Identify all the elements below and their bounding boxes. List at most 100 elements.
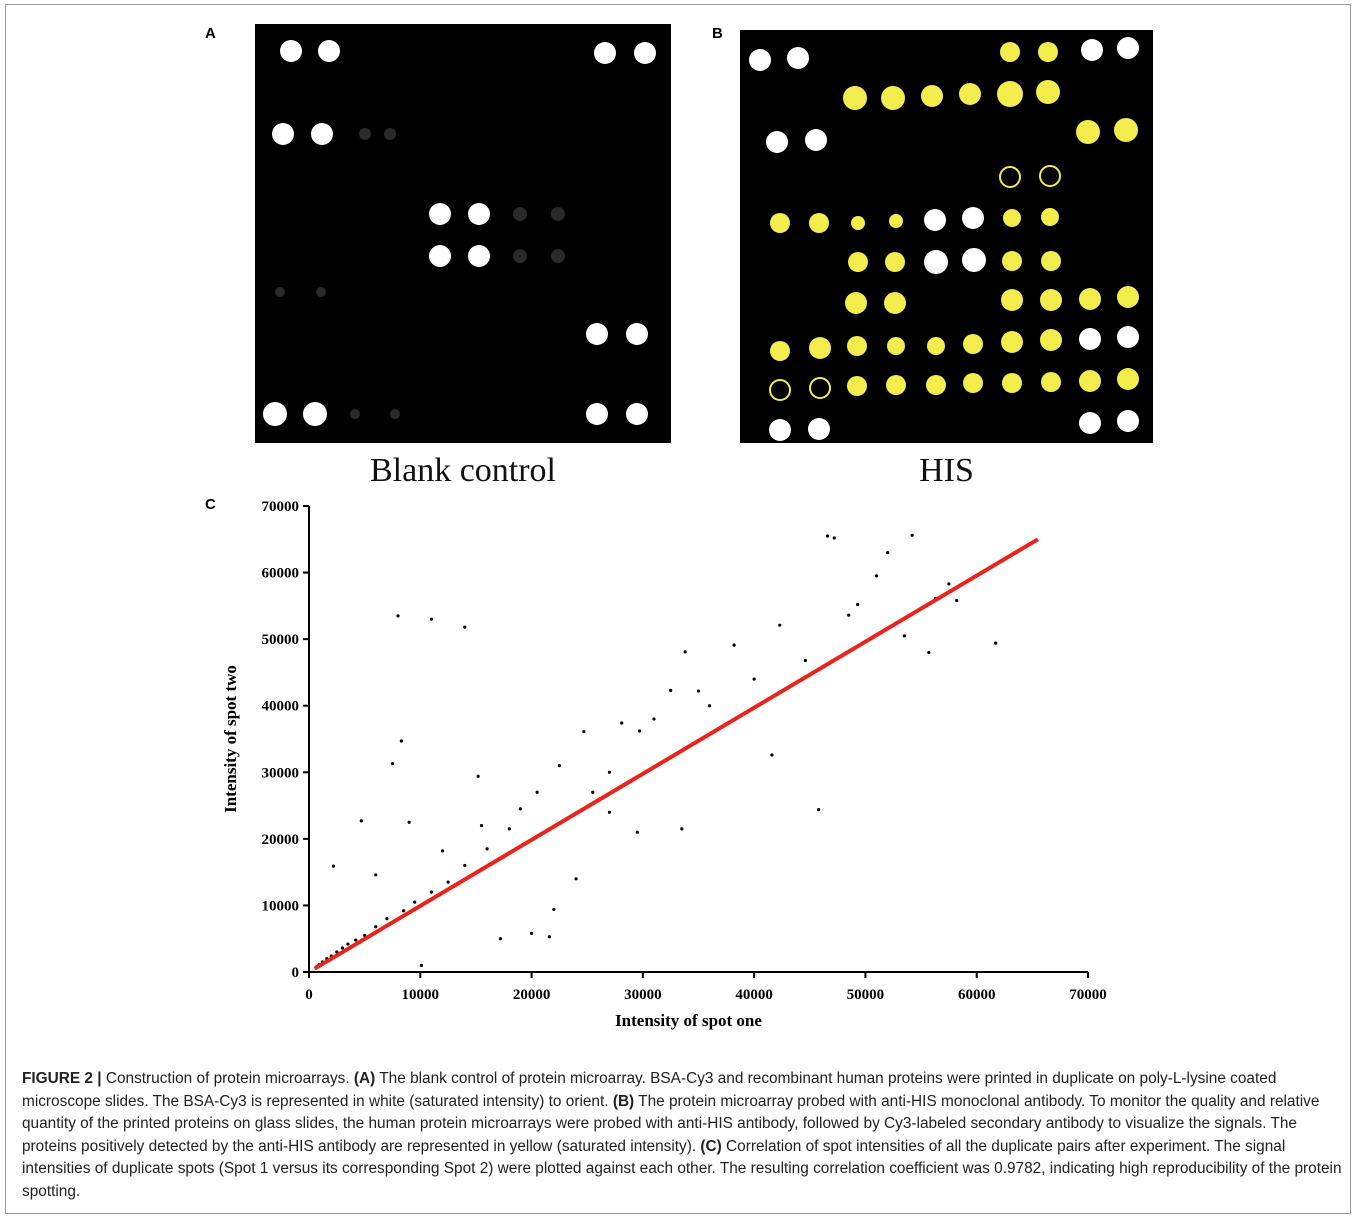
data-point [396,614,400,618]
array-spot [1114,118,1138,142]
data-point [607,810,612,814]
array-spot [551,207,565,221]
data-point [752,677,756,681]
data-point [652,717,656,721]
data-point [385,917,389,921]
regression-line [313,537,1039,971]
array-spot [1041,251,1061,271]
data-point [485,847,489,851]
array-spot [809,213,829,233]
array-spot [1079,328,1101,350]
array-spot [787,47,809,69]
y-tick-label: 50000 [262,632,300,648]
array-spot [1000,42,1020,62]
array-spot [1081,39,1103,61]
data-point [413,900,417,904]
data-point [683,650,687,654]
data-point [463,863,467,868]
array-spot [594,42,616,64]
array-spot [809,337,831,359]
array-spot [1041,208,1059,226]
data-point [637,729,642,733]
y-tick-label: 0 [292,965,300,981]
array-spot [808,418,830,440]
array-spot [962,248,986,272]
data-point [557,764,561,768]
data-point [529,931,534,935]
array-spot [963,373,983,393]
array-spot [1117,368,1139,390]
data-point [390,762,395,766]
data-point [669,688,673,693]
caption-a-label: (A) [353,1070,376,1087]
scatter-plot: 0 10000 20000 30000 40000 50000 60000 70000 0 100… [221,499,1107,1030]
data-point [331,864,336,868]
array-spot [924,250,948,274]
figure-frame [5,4,1351,1214]
data-point [825,534,830,538]
x-tick-label: 70000 [1069,987,1107,1003]
array-spot [924,209,946,231]
array-spot [1003,209,1021,227]
array-spot [429,245,451,267]
microarray-blank-control [255,24,671,443]
x-tick-label: 50000 [847,987,885,1003]
array-spot [770,213,790,233]
data-point [374,925,378,929]
array-spot [1001,331,1023,353]
data-point [374,873,378,877]
data-point [856,602,860,607]
array-spot [586,403,608,425]
array-spot [1117,286,1139,308]
data-point [446,880,450,884]
array-spot [851,216,865,230]
array-spot [429,203,451,225]
data-point [476,774,480,778]
panel-a-letter: A [205,25,216,42]
data-point [535,790,539,794]
x-tick-label: 20000 [513,987,551,1003]
panel-b-letter: B [712,25,723,42]
y-tick-label: 30000 [262,765,300,781]
array-spot [468,203,490,225]
array-spot [384,128,396,140]
data-point [817,807,821,812]
data-point [910,533,914,537]
caption-c-label: (C) [700,1137,722,1155]
array-spot [390,409,400,419]
array-spot [889,214,903,228]
data-point [927,650,931,655]
data-point [401,909,406,913]
array-spot [1041,372,1061,392]
data-point [778,623,782,627]
y-tick-label: 10000 [262,898,300,914]
array-spot [1079,370,1101,392]
data-point [429,890,434,894]
array-spot [1117,410,1139,432]
data-point [947,582,951,586]
array-spot [1036,80,1060,104]
array-spot [275,287,285,297]
array-spot [1002,251,1022,271]
panel-a-caption: Blank control [369,452,557,489]
data-point [635,830,639,834]
scatter-points [315,533,998,969]
caption-a-text: The blank control of protein microarray.… [22,1070,1277,1110]
y-tick-label: 20000 [262,832,300,848]
caption-intro: Construction of protein microarrays. [101,1070,354,1087]
data-point [518,807,523,811]
caption-b-label: (B) [612,1092,635,1110]
data-point [399,739,403,743]
array-spot [959,83,981,105]
array-spot [1079,288,1101,310]
array-spot [272,123,294,145]
array-spot [884,292,906,314]
array-spot [886,375,906,395]
x-axis-title: Intensity of spot one [615,1011,762,1030]
array-spot [311,123,333,145]
array-spot [1039,165,1061,187]
array-spot [770,341,790,361]
array-spot [885,252,905,272]
array-spot [848,252,868,272]
data-point [902,634,906,638]
